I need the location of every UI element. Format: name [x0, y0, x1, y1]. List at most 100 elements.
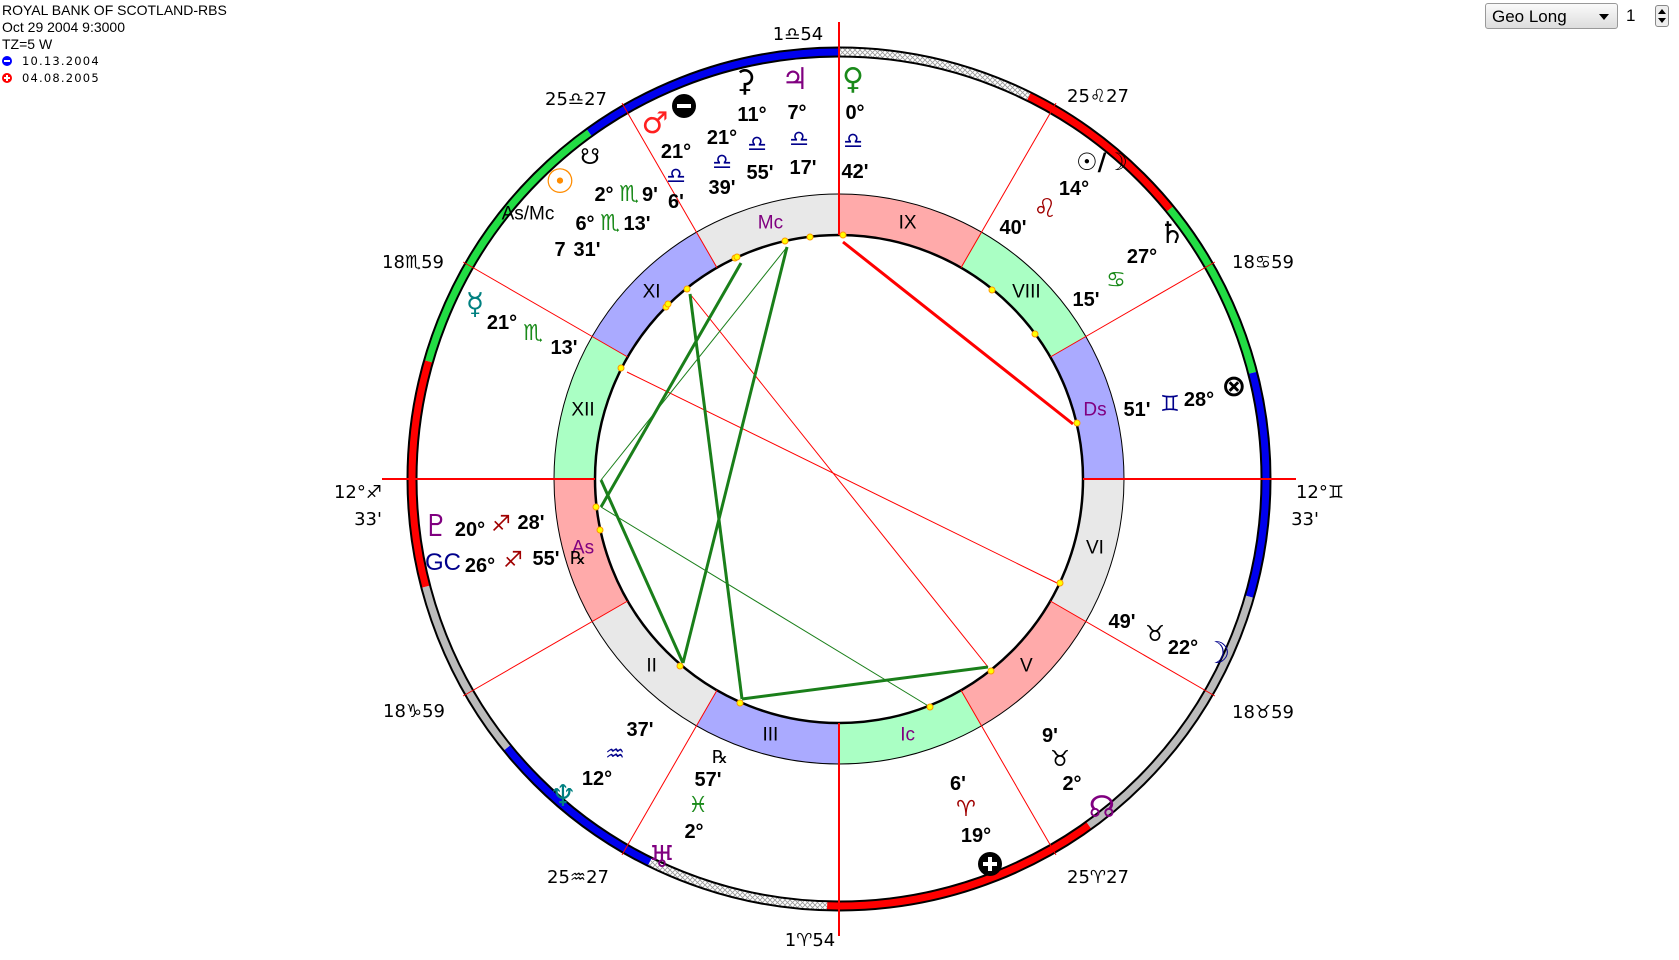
part-of-fortune-icon[interactable]: ⊗	[1221, 369, 1247, 404]
planet-position-dot	[683, 285, 691, 293]
fortune-minute: 51'	[1123, 399, 1151, 421]
galactic-center-label[interactable]: GC	[425, 549, 461, 576]
aquarius-icon: ♒	[605, 742, 625, 767]
uranus-degree: 2°	[684, 821, 704, 843]
spinner-input[interactable]: 1	[1626, 6, 1636, 25]
house-label: As	[571, 537, 595, 559]
spin-up-icon[interactable]	[1658, 9, 1666, 14]
planet-position-dot	[1056, 579, 1064, 587]
cusp-label-5: 25♈27	[1067, 867, 1129, 888]
house-label: III	[762, 724, 779, 746]
north-node-icon[interactable]: ☊	[1088, 790, 1116, 825]
house-label: Ic	[900, 724, 915, 746]
mars-minute: 6'	[668, 191, 684, 213]
gc-minute: 55'	[532, 548, 560, 570]
cusp-label-asc-deg: 12°♐	[333, 482, 383, 503]
planet-position-dot	[988, 286, 996, 294]
mercury-icon[interactable]: ☿	[465, 287, 485, 322]
sun-moon-midpoint-icon[interactable]: ☉/☽	[1076, 148, 1128, 176]
neptune-icon[interactable]: ♆	[549, 779, 577, 814]
plus-circle-icon[interactable]	[978, 852, 1002, 876]
spinner-buttons[interactable]	[1655, 5, 1669, 27]
jupiter-icon[interactable]: ♃	[781, 62, 809, 97]
mars-icon[interactable]: ♂	[641, 106, 669, 141]
house-cusp-line	[960, 690, 1057, 856]
chart-datetime: Oct 29 2004 9:3000	[2, 19, 125, 35]
mercury-degree: 21°	[486, 312, 518, 334]
house-segment	[839, 690, 982, 764]
aspect-line	[681, 246, 789, 664]
north-node-degree: 2°	[1062, 773, 1082, 795]
house-cusp-line	[621, 102, 718, 268]
pluto-icon[interactable]: ♇	[422, 509, 450, 544]
chart-title: ROYAL BANK OF SCOTLAND-RBS	[2, 2, 227, 18]
venus-degree: 0°	[845, 102, 865, 124]
ceres-icon[interactable]: ⚳	[734, 64, 756, 99]
legend-item-plus: 04.08.2005	[2, 71, 100, 85]
marker-plus-degree: 19°	[960, 825, 992, 847]
cusp-label-dsc-min: 33'	[1291, 509, 1319, 530]
planet-position-dot	[676, 662, 684, 670]
saturn-minute: 15'	[1072, 289, 1100, 311]
as-mc-label[interactable]: As/Mc	[501, 203, 555, 225]
south-node-icon[interactable]: ☋	[580, 145, 600, 170]
house-cusp-line	[621, 690, 718, 856]
planet-position-dot	[736, 699, 744, 707]
cusp-label-mc: 1♎54	[772, 24, 824, 45]
house-label: Ds	[1083, 399, 1107, 421]
pluto-degree: 20°	[454, 519, 486, 541]
outer-ring-segment	[1245, 371, 1270, 598]
libra-icon: ♎	[666, 164, 686, 189]
coordinate-select-value: Geo Long	[1492, 7, 1567, 26]
outer-ring-segment	[421, 585, 511, 751]
minus-circle-icon[interactable]	[672, 94, 696, 118]
outer-ring-segment	[839, 48, 1031, 101]
aspect-line	[626, 371, 1058, 584]
house-cusp-line	[1050, 600, 1216, 697]
sun-degree: 6°	[575, 213, 595, 235]
house-label: VI	[1085, 537, 1104, 559]
house-segment	[554, 336, 628, 479]
moon-degree: 22°	[1167, 637, 1199, 659]
spin-down-icon[interactable]	[1658, 18, 1666, 23]
house-label: Mc	[757, 212, 784, 234]
moon-minute: 49'	[1108, 611, 1136, 633]
cusp-label-12: 18♏59	[382, 252, 444, 273]
sun-minute: 13'	[623, 213, 651, 235]
retrograde-icon: ℞	[711, 747, 729, 768]
planet-position-dot	[1031, 330, 1039, 338]
house-segment	[696, 194, 839, 268]
moon-icon[interactable]: ☽	[1203, 636, 1231, 671]
pluto-minute: 28'	[517, 512, 545, 534]
sun-moon-minute: 40'	[999, 217, 1027, 239]
outer-ring-segment	[408, 360, 433, 588]
cusp-label-3: 25♒27	[547, 867, 609, 888]
libra-icon: ♎	[712, 150, 732, 175]
saturn-degree: 27°	[1126, 246, 1158, 268]
house-segment	[961, 232, 1086, 357]
house-segment	[554, 479, 628, 622]
saturn-icon[interactable]: ♄	[1158, 216, 1186, 251]
cusp-label-8: 18♋59	[1232, 252, 1294, 273]
jupiter-degree: 7°	[787, 102, 807, 124]
house-segment	[961, 601, 1086, 726]
cancer-icon: ♋	[1106, 268, 1126, 293]
scorpio-icon: ♏	[619, 182, 639, 207]
ceres-minute: 55'	[746, 162, 774, 184]
as-mc-degree: 7	[554, 239, 566, 261]
uranus-icon[interactable]: ♅	[648, 840, 676, 875]
scorpio-icon: ♏	[600, 211, 620, 236]
house-segment	[1050, 479, 1124, 622]
marker-plus-minute: 6'	[950, 773, 966, 795]
south-node-degree: 2°	[594, 184, 614, 206]
gemini-icon: ♊	[1160, 392, 1180, 417]
sun-icon[interactable]: ☉	[544, 162, 576, 202]
cusp-label-2: 18♑59	[383, 701, 445, 722]
outer-ring-segment	[648, 858, 828, 910]
coordinate-select[interactable]: Geo Long	[1485, 3, 1618, 29]
venus-icon[interactable]: ♀	[842, 62, 864, 97]
ceres-degree: 11°	[737, 104, 767, 126]
as-mc-minute: 31'	[573, 239, 601, 261]
cusp-label-6: 18♉59	[1232, 702, 1294, 723]
